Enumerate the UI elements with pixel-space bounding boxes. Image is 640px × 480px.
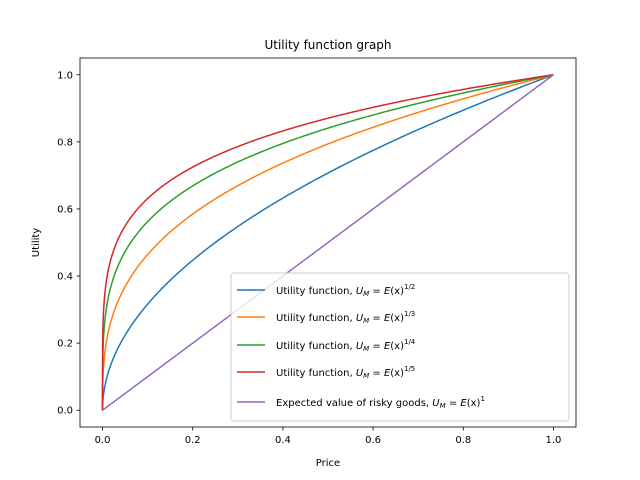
legend-entry-prefix: Utility function, (276, 368, 356, 379)
chart-title: Utility function graph (264, 38, 391, 52)
legend-entry-math: M (363, 317, 369, 325)
legend-entry-exponent: 1 (480, 395, 484, 403)
y-tick-label: 0.6 (57, 204, 73, 215)
series-line-1 (101, 74, 554, 411)
legend-box (230, 272, 570, 422)
legend-entry-math: (x) (467, 398, 481, 409)
legend-entry-math: = (446, 398, 461, 409)
axes-frame (79, 57, 577, 428)
x-axis-label: Price (316, 458, 340, 469)
legend-entry-math: = (369, 286, 384, 297)
legend-entry-5: Expected value of risky goods, UM = E(x)… (276, 395, 485, 410)
legend-entry-math: U (356, 286, 364, 297)
legend-entry-2: Utility function, UM = E(x)1/3 (276, 310, 415, 325)
legend-entry-math: M (363, 372, 369, 380)
legend-entry-math: E (384, 341, 391, 352)
legend-entry-math: M (440, 402, 446, 410)
series-line-2 (101, 74, 554, 411)
legend-entry-math: M (363, 290, 369, 298)
series-line-3 (101, 74, 554, 411)
legend-entry-prefix: Utility function, (276, 286, 356, 297)
legend-entry-math: U (356, 341, 364, 352)
series-line-4 (101, 74, 554, 411)
legend-entry-math: = (369, 368, 384, 379)
x-tick-label: 0.6 (365, 435, 381, 446)
x-tick-label: 0.0 (95, 435, 111, 446)
legend-entry-prefix: Expected value of risky goods, (276, 398, 432, 409)
legend-entry-math: = (369, 341, 384, 352)
legend-entry-math: E (384, 313, 391, 324)
legend-entry-math: E (460, 398, 467, 409)
legend-entry-3: Utility function, UM = E(x)1/4 (276, 338, 416, 353)
legend-entry-math: = (369, 313, 384, 324)
legend-entry-1: Utility function, UM = E(x)1/2 (276, 283, 415, 298)
y-tick-label: 1.0 (57, 70, 73, 81)
series-line-5 (101, 74, 554, 411)
legend-entry-exponent: 1/3 (404, 310, 415, 318)
legend-entry-math: E (384, 286, 391, 297)
legend-entry-exponent: 1/5 (404, 365, 415, 373)
legend-entry-math: E (384, 368, 391, 379)
x-tick-label: 0.8 (455, 435, 471, 446)
legend-entry-math: (x) (390, 368, 404, 379)
x-tick-label: 1.0 (546, 435, 562, 446)
legend-entry-exponent: 1/2 (404, 283, 415, 291)
legend-entry-math: (x) (390, 341, 404, 352)
legend-entry-math: U (432, 398, 440, 409)
y-axis-label: Utility (31, 228, 42, 257)
x-tick-label: 0.2 (185, 435, 201, 446)
y-tick-label: 0.8 (57, 137, 73, 148)
y-tick-label: 0.2 (57, 339, 73, 350)
legend-entry-math: (x) (390, 313, 404, 324)
legend-entry-prefix: Utility function, (276, 313, 356, 324)
legend-entry-4: Utility function, UM = E(x)1/5 (276, 365, 415, 380)
legend-entry-exponent: 1/4 (404, 338, 416, 346)
legend-entry-math: (x) (390, 286, 404, 297)
legend-entry-math: U (356, 313, 364, 324)
y-tick-label: 0.0 (57, 406, 73, 417)
x-tick-label: 0.4 (275, 435, 291, 446)
y-tick-label: 0.4 (57, 272, 73, 283)
legend-entry-prefix: Utility function, (276, 341, 356, 352)
legend-entry-math: U (356, 368, 364, 379)
legend-entry-math: M (363, 345, 369, 353)
